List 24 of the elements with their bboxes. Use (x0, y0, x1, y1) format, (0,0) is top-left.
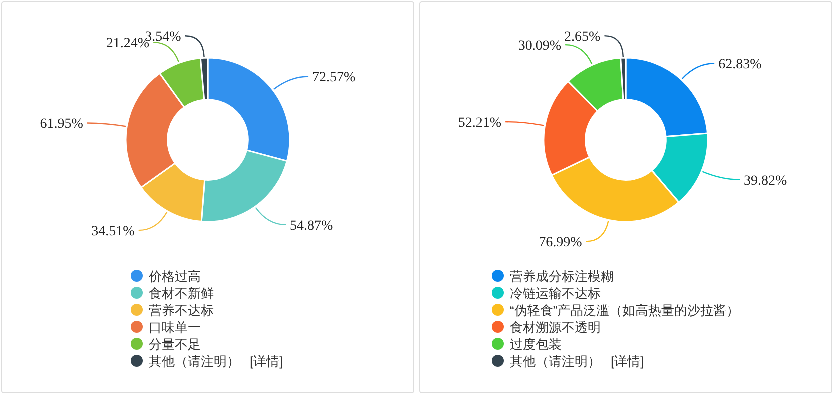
data-label: 76.99% (539, 236, 583, 251)
data-label: 39.82% (744, 174, 788, 189)
text: [详情] (611, 354, 644, 369)
legend-label: 分量不足 (149, 337, 201, 352)
data-label: 62.83% (718, 58, 762, 73)
data-label: 2.65% (564, 30, 602, 46)
data-label: 72.57% (312, 70, 356, 86)
data-label: 30.09% (518, 39, 562, 54)
legend-label: 过度包装 (510, 337, 562, 352)
legend-label: 冷链运输不达标 (510, 286, 601, 301)
legend-label: 营养不达标 (149, 303, 214, 318)
legend-label: 价格过高 (148, 269, 201, 284)
legend-label: 食材不新鲜 (149, 286, 214, 301)
data-label: 54.87% (290, 218, 334, 234)
legend-label: “伪轻食”产品泛滥（如高热量的沙拉酱） (510, 303, 740, 318)
legend-label: 口味单一 (149, 320, 201, 335)
legend-label: 食材溯源不透明 (510, 320, 601, 335)
legend-label: 营养成分标注模糊 (510, 269, 614, 284)
data-label: 34.51% (92, 224, 136, 240)
legend-label: 其他（请注明） (149, 354, 240, 369)
data-label: 61.95% (40, 117, 84, 132)
data-label: 52.21% (458, 116, 502, 132)
text: [详情] (250, 354, 284, 369)
legend-label: 其他（请注明） (510, 354, 601, 369)
